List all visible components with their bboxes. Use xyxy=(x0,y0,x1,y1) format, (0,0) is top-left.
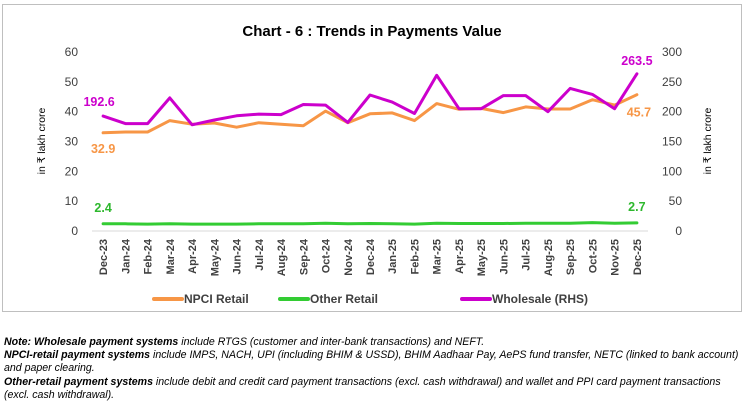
legend-label: Other Retail xyxy=(310,292,378,306)
y2-tick-label: 150 xyxy=(662,135,682,149)
x-tick-label: Mar-24 xyxy=(165,238,177,274)
series-layer xyxy=(101,72,639,226)
data-label: 192.6 xyxy=(83,95,114,109)
footnote-text: include RTGS (customer and inter-bank tr… xyxy=(178,336,485,348)
footnote-label: NPCI-retail payment systems xyxy=(4,349,151,362)
footnote: Note: Wholesale payment systems include … xyxy=(4,336,740,349)
y2-axis-title: in ₹ lakh crore xyxy=(702,107,714,174)
y2-tick-label: 0 xyxy=(675,224,682,238)
x-tick-label: Dec-24 xyxy=(365,238,377,275)
x-tick-label: Feb-24 xyxy=(143,238,155,274)
x-tick-label: Apr-25 xyxy=(454,239,466,274)
y-axis-title: in ₹ lakh crore xyxy=(36,107,48,174)
x-tick-label: Feb-25 xyxy=(409,239,421,274)
x-tick-label: May-25 xyxy=(476,239,488,276)
data-label: 32.9 xyxy=(91,142,115,156)
y2-tick-label: 250 xyxy=(662,75,682,89)
legend: NPCI Retail Other Retail Wholesale (RHS) xyxy=(152,292,588,306)
y-tick-label: 40 xyxy=(65,105,79,119)
x-tick-label: Apr-24 xyxy=(187,238,199,274)
y2-tick-label: 200 xyxy=(662,105,682,119)
chart-title: Chart - 6 : Trends in Payments Value xyxy=(242,23,501,40)
legend-label: NPCI Retail xyxy=(184,292,249,306)
x-tick-label: Jun-24 xyxy=(232,238,244,274)
y-tick-label: 50 xyxy=(65,75,79,89)
x-tick-label: Aug-25 xyxy=(543,239,555,276)
x-tick-label: Mar-25 xyxy=(432,239,444,274)
y2-tick-label: 100 xyxy=(662,164,682,178)
data-label: 2.4 xyxy=(94,201,111,215)
footnote: NPCI-retail payment systems include IMPS… xyxy=(4,349,740,375)
x-tick-label: Aug-24 xyxy=(276,238,288,276)
y2-tick-label: 50 xyxy=(669,194,683,208)
y-tick-label: 10 xyxy=(65,194,79,208)
footnote-label: Other-retail payment systems xyxy=(4,375,153,388)
data-label: 263.5 xyxy=(621,54,652,68)
x-tick-label: Sep-25 xyxy=(565,239,577,275)
legend-label: Wholesale (RHS) xyxy=(492,292,588,306)
chart-frame xyxy=(2,4,742,312)
x-tick-label: Oct-25 xyxy=(587,239,599,273)
x-tick-label: Sep-24 xyxy=(298,238,310,275)
series-line-wholesale-rhs xyxy=(101,72,639,127)
footnote-label: Note: Wholesale payment systems xyxy=(4,336,179,348)
y2-tick-label: 300 xyxy=(662,45,682,59)
x-tick-label: Jul-25 xyxy=(521,239,533,271)
x-tick-label: Nov-24 xyxy=(343,238,355,276)
data-labels: 192.6 263.5 32.9 45.7 2.4 2.7 xyxy=(83,54,652,215)
x-tick-label: Dec-25 xyxy=(632,239,644,275)
x-tick-label: Jan-25 xyxy=(387,239,399,274)
axes-layer: 0 10 20 30 40 50 60 0 50 100 150 200 250 300 in ₹ lakh… xyxy=(36,45,714,276)
data-label: 45.7 xyxy=(627,106,651,120)
payments-value-chart: Chart - 6 : Trends in Payments Value 0 10… xyxy=(36,23,714,306)
data-label: 2.7 xyxy=(628,200,645,214)
x-tick-label: Nov-25 xyxy=(610,239,622,276)
x-tick-label: Jun-25 xyxy=(498,239,510,274)
y-tick-label: 20 xyxy=(65,164,79,178)
x-tick-label: Jul-24 xyxy=(254,238,266,271)
footnotes: Note: Wholesale payment systems include … xyxy=(4,336,740,402)
x-tick-label: Jan-24 xyxy=(120,238,132,274)
footnote-text: include debit and credit card payment tr… xyxy=(4,375,721,401)
x-tick-label: Dec-23 xyxy=(98,239,110,275)
y-tick-label: 60 xyxy=(65,45,79,59)
series-line-other-retail xyxy=(101,221,639,226)
y-tick-label: 30 xyxy=(65,135,79,149)
x-tick-label: May-24 xyxy=(209,238,221,276)
footnote-text: include IMPS, NACH, UPI (including BHIM … xyxy=(4,349,739,375)
y-tick-label: 0 xyxy=(71,224,78,238)
x-tick-label: Oct-24 xyxy=(321,238,333,273)
footnote: Other-retail payment systems include deb… xyxy=(4,376,740,402)
